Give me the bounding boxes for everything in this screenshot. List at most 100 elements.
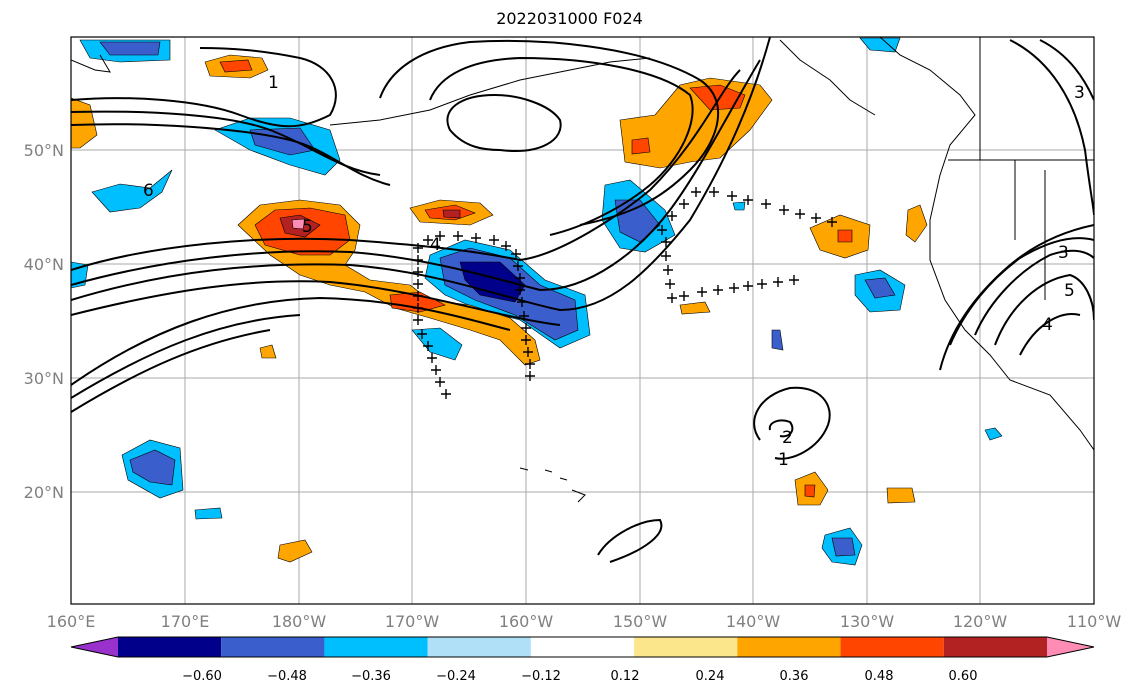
- anomaly-positive: [689, 84, 746, 111]
- contour-label: 5: [302, 217, 313, 237]
- contour-line: [753, 386, 831, 460]
- track-cross: [413, 267, 423, 277]
- track-cross: [413, 303, 423, 313]
- anomaly-positive: [389, 291, 446, 313]
- anomaly-negative: [732, 201, 746, 211]
- colorbar: [70, 636, 1095, 658]
- anomaly-positive: [679, 301, 711, 315]
- colorbar-swatch: [71, 637, 118, 657]
- anomaly-positive: [442, 209, 461, 219]
- track-cross: [661, 237, 671, 247]
- alaska-coast: [779, 39, 876, 116]
- track-cross: [435, 231, 445, 241]
- contour-line: [379, 40, 719, 226]
- colorbar-labels: −0.60 −0.48 −0.36 −0.24 −0.12 0.12 0.24 …: [182, 669, 977, 684]
- colorbar-tick-label: 0.48: [865, 669, 894, 684]
- track-cross: [679, 291, 689, 301]
- track-cross: [471, 233, 481, 243]
- track-cross: [727, 191, 737, 201]
- colorbar-swatch: [427, 637, 531, 657]
- colorbar-swatch: [118, 637, 222, 657]
- contour-line: [71, 296, 511, 386]
- contour-labels: 1 6 5 4 2 1 3 3 5 4: [143, 73, 1085, 470]
- track-cross: [667, 211, 677, 221]
- anomaly-negative: [194, 507, 223, 520]
- contour-label: 3: [1074, 83, 1085, 103]
- x-tick-label: 160°E: [47, 612, 96, 631]
- track-cross: [423, 235, 433, 245]
- contour-label: 2: [782, 428, 793, 448]
- colorbar-tick-label: 0.12: [611, 669, 640, 684]
- storm-track: [413, 187, 837, 399]
- track-cross: [513, 261, 523, 271]
- track-cross: [489, 235, 499, 245]
- state-border: [979, 37, 1046, 300]
- anomaly-positive: [277, 539, 313, 563]
- track-cross: [413, 291, 423, 301]
- track-cross: [667, 293, 677, 303]
- contour-line: [768, 419, 794, 438]
- anomaly-positive: [71, 97, 98, 149]
- anomaly-negative: [771, 329, 784, 351]
- track-cross: [795, 209, 805, 219]
- colorbar-swatch: [221, 637, 325, 657]
- track-cross: [515, 273, 525, 283]
- x-tick-label: 150°W: [613, 612, 668, 631]
- track-cross: [663, 265, 673, 275]
- colorbar-outline: [70, 636, 1095, 658]
- x-tick-label: 160°W: [499, 612, 554, 631]
- y-tick-label: 40°N: [24, 255, 64, 274]
- colorbar-tick-label: −0.12: [521, 669, 561, 684]
- track-cross: [525, 359, 535, 369]
- track-cross: [521, 323, 531, 333]
- colorbar-swatch: [634, 637, 738, 657]
- anomaly-negative: [864, 277, 896, 299]
- gridlines: [71, 37, 1094, 604]
- track-cross: [501, 241, 511, 251]
- colorbar-tick-label: −0.48: [267, 669, 307, 684]
- colorbar-swatch: [324, 637, 428, 657]
- colorbar-tick-label: 0.24: [696, 669, 725, 684]
- contour-line: [71, 280, 561, 326]
- contour-line: [71, 314, 301, 399]
- plot-border: [70, 36, 1095, 605]
- x-tick-label: 170°E: [161, 612, 210, 631]
- track-cross: [827, 217, 837, 227]
- contour-line: [71, 47, 337, 128]
- track-cross: [519, 311, 529, 321]
- contour-label: 6: [143, 181, 154, 201]
- contour-line: [71, 37, 771, 312]
- track-cross: [679, 199, 689, 209]
- anomaly-positive: [837, 229, 853, 243]
- colorbar-tick-label: 0.60: [949, 669, 978, 684]
- anomaly-negative: [984, 427, 1003, 441]
- contours: [71, 37, 1094, 563]
- track-cross: [417, 329, 427, 339]
- map-title: 2022031000 F024: [496, 9, 643, 28]
- coastlines: [71, 37, 1094, 503]
- track-cross: [691, 187, 701, 197]
- anomaly-positive: [291, 218, 306, 230]
- hawaiian-islands: [519, 467, 586, 503]
- track-cross: [789, 275, 799, 285]
- track-cross: [431, 365, 441, 375]
- x-tick-label: 180°W: [272, 612, 327, 631]
- track-cross: [657, 225, 667, 235]
- anomaly-negative: [91, 169, 173, 213]
- contour-line: [429, 56, 694, 236]
- shaded-anomalies: [71, 37, 1003, 566]
- x-tick-label: 120°W: [953, 612, 1008, 631]
- track-cross: [517, 297, 527, 307]
- contour-label: 5: [1064, 281, 1075, 301]
- track-cross: [661, 251, 671, 261]
- contour-label: 1: [778, 450, 789, 470]
- contour-line: [1039, 39, 1094, 101]
- anomaly-negative: [859, 37, 901, 53]
- track-cross: [413, 279, 423, 289]
- track-cross: [713, 285, 723, 295]
- colorbar-swatch: [840, 637, 944, 657]
- colorbar-tick-label: 0.36: [780, 669, 809, 684]
- y-tick-label: 50°N: [24, 141, 64, 160]
- contour-line: [71, 123, 391, 186]
